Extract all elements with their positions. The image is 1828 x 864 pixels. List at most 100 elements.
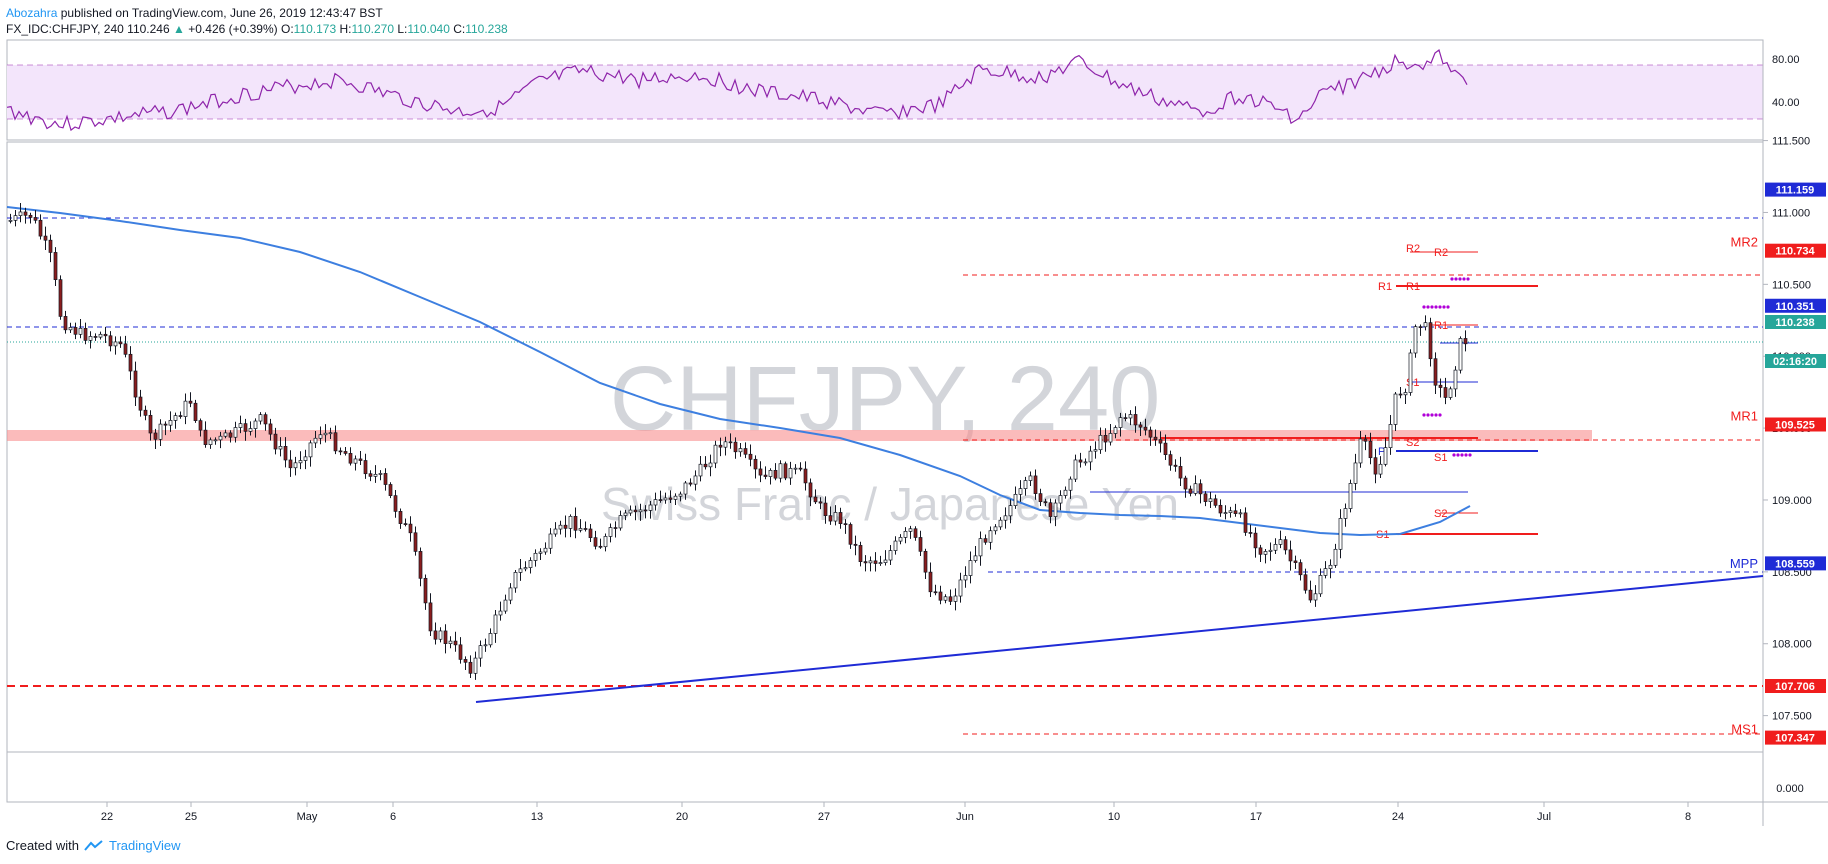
candle-body — [908, 528, 913, 532]
symbol-legend: FX_IDC:CHFJPY, 240 110.246 ▲ +0.426 (+0.… — [6, 22, 508, 36]
candle-body — [1123, 417, 1128, 419]
candle-body — [1348, 483, 1353, 509]
candle-body — [658, 499, 663, 501]
candle-body — [333, 432, 338, 452]
candle-body — [1338, 518, 1343, 550]
candle-body — [868, 560, 873, 564]
candle-body — [883, 559, 888, 563]
candle-body — [768, 470, 773, 477]
candle-body — [148, 414, 153, 434]
candle-body — [348, 453, 353, 464]
candle-body — [98, 333, 103, 338]
candle-body — [243, 423, 248, 432]
candle-body — [33, 217, 38, 221]
candle-body — [698, 463, 703, 477]
candle-body — [1028, 475, 1033, 481]
candle-body — [1218, 504, 1223, 514]
monthly-pivot-label: MS1 — [1731, 722, 1758, 737]
time-tick-label: Jun — [956, 811, 974, 823]
monthly-pivot-label: MPP — [1730, 556, 1758, 571]
time-tick-label: 8 — [1685, 811, 1691, 823]
low-value: 110.040 — [407, 22, 450, 36]
candle-body — [1118, 417, 1123, 428]
candle-body — [183, 400, 188, 417]
candle-body — [328, 432, 333, 435]
ascending-trendline[interactable] — [475, 575, 1764, 703]
candle-body — [168, 420, 173, 426]
candle-body — [578, 528, 583, 531]
candle-body — [1413, 326, 1418, 354]
candle-body — [283, 446, 288, 461]
candle-body — [763, 474, 768, 477]
time-tick-label: 10 — [1108, 811, 1120, 823]
candle-body — [1298, 562, 1303, 576]
candle-body — [723, 441, 728, 448]
price-label-box — [1765, 315, 1826, 329]
pivot-label: P — [1378, 446, 1385, 458]
candle-body — [233, 427, 238, 438]
main-pane[interactable] — [6, 141, 1764, 803]
candle-body — [1038, 493, 1043, 503]
candle-body — [1098, 435, 1103, 451]
price-label-text: 107.347 — [1775, 733, 1815, 745]
candle-body — [903, 530, 908, 538]
pivot-dot — [1452, 453, 1456, 457]
candle-body — [1003, 515, 1008, 521]
candle-body — [393, 495, 398, 512]
candle-body — [208, 439, 213, 445]
price-label-box — [1765, 243, 1826, 258]
candle-body — [988, 530, 993, 543]
symbol-name[interactable]: FX_IDC:CHFJPY, 240 — [6, 22, 124, 36]
candle-body — [318, 434, 323, 439]
time-tick-label: 24 — [1392, 811, 1404, 823]
candle-body — [893, 540, 898, 551]
candle-body — [923, 550, 928, 573]
candle-body — [108, 335, 113, 347]
candle-body — [1433, 358, 1438, 386]
candle-body — [963, 575, 968, 581]
price-label-text: 110.238 — [1775, 317, 1814, 329]
candle-body — [793, 467, 798, 470]
price-axis-labels: 111.159 110.734 110.351 110.238 02:16:20 109.… — [1765, 182, 1826, 745]
price-label-text: 108.559 — [1775, 558, 1815, 570]
candle-body — [498, 610, 503, 616]
candle-body — [573, 515, 578, 531]
price-tick-label: 111.500 — [1772, 136, 1810, 148]
candle-body — [1443, 387, 1448, 398]
resistance-zone[interactable] — [7, 430, 1592, 441]
candle-body — [198, 420, 203, 431]
author-link[interactable]: Abozahra — [6, 6, 58, 20]
pivot-dot — [1464, 453, 1468, 457]
candle-body — [588, 528, 593, 539]
monthly-pivot-label: MR1 — [1731, 409, 1758, 424]
candle-body — [1313, 593, 1318, 601]
candle-body — [1378, 463, 1383, 475]
rsi-line — [6, 48, 1468, 132]
candle-body — [1263, 551, 1268, 555]
candle-body — [1418, 326, 1423, 328]
candle-body — [263, 414, 268, 425]
footer: Created with TradingView — [6, 838, 181, 853]
price-label-text: 110.351 — [1775, 301, 1814, 313]
candle-body — [363, 460, 368, 475]
candle-body — [443, 630, 448, 644]
tradingview-logo-icon — [84, 839, 103, 851]
candle-body — [563, 524, 568, 529]
candle-body — [1173, 464, 1178, 467]
candle-body — [68, 327, 73, 331]
candle-body — [203, 429, 208, 445]
pivot-dot — [1460, 453, 1464, 457]
candle-body — [188, 400, 193, 404]
pivot-dot — [1462, 277, 1466, 281]
tradingview-link[interactable]: TradingView — [108, 838, 181, 853]
candle-body — [493, 614, 498, 634]
candle-body — [448, 640, 453, 644]
candle-body — [1178, 466, 1183, 479]
candle-body — [548, 533, 553, 549]
candle-body — [73, 327, 78, 335]
time-axis[interactable]: 22 25 May 6 13 20 27 Jun 10 17 24 Jul 8 — [101, 802, 1691, 823]
price-label-text: 110.734 — [1775, 246, 1815, 258]
candle-body — [943, 596, 948, 601]
candle-body — [678, 493, 683, 497]
